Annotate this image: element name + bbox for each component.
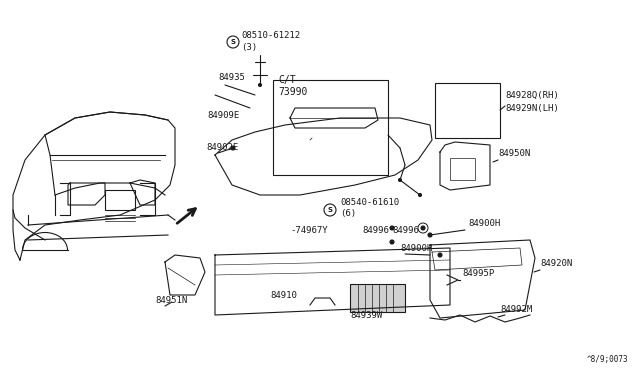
Text: 84951N: 84951N: [155, 296, 188, 305]
Text: 84929N(LH): 84929N(LH): [505, 104, 559, 113]
Text: 84950N: 84950N: [498, 149, 531, 158]
Circle shape: [428, 233, 432, 237]
Text: 08510-61212: 08510-61212: [241, 31, 300, 40]
Circle shape: [390, 240, 394, 244]
Text: 84900H: 84900H: [468, 219, 500, 228]
Text: 84910: 84910: [270, 291, 297, 300]
Text: 84909E: 84909E: [207, 111, 239, 120]
Circle shape: [390, 226, 394, 230]
Text: 84902E: 84902E: [206, 143, 238, 152]
Circle shape: [399, 179, 401, 182]
Text: 84996: 84996: [362, 226, 389, 235]
Text: 84992M: 84992M: [500, 305, 532, 314]
Text: 84996: 84996: [392, 226, 419, 235]
Text: 84939W: 84939W: [350, 311, 382, 320]
Bar: [350, 284, 405, 312]
Circle shape: [259, 83, 262, 87]
Bar: [273, 80, 388, 175]
Circle shape: [421, 226, 425, 230]
Text: C/T: C/T: [278, 75, 296, 85]
Bar: [105, 190, 135, 210]
Text: -74967Y: -74967Y: [290, 226, 328, 235]
Circle shape: [419, 193, 422, 196]
Text: 84935: 84935: [218, 73, 245, 82]
Bar: [450, 158, 475, 180]
Text: 08540-61610: 08540-61610: [340, 198, 399, 207]
Text: 84928Q(RH): 84928Q(RH): [505, 91, 559, 100]
Text: 84995P: 84995P: [462, 269, 494, 278]
Bar: [435, 83, 500, 138]
Text: S: S: [328, 207, 333, 213]
Text: ^8/9;0073: ^8/9;0073: [586, 355, 628, 364]
Text: S: S: [230, 39, 236, 45]
Text: (3): (3): [241, 43, 257, 52]
Text: 73990: 73990: [278, 87, 307, 97]
Text: 84920N: 84920N: [540, 259, 572, 268]
Text: (6): (6): [340, 209, 356, 218]
Circle shape: [231, 146, 235, 150]
Circle shape: [438, 253, 442, 257]
Text: 84900H: 84900H: [400, 244, 432, 253]
